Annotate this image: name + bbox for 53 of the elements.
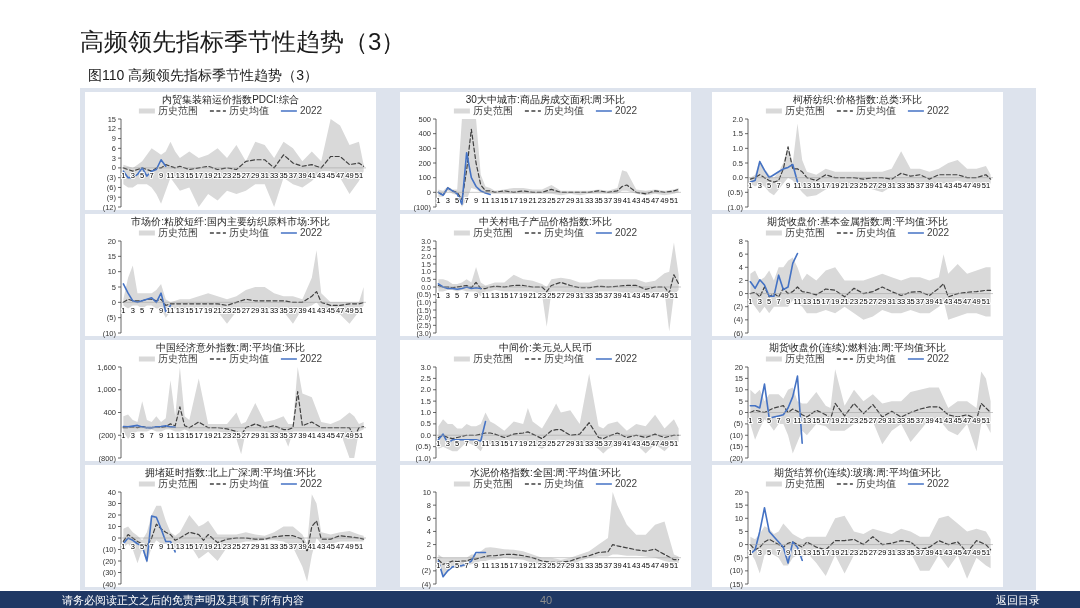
legend-label: 2022 <box>299 353 323 364</box>
legend-label: 2022 <box>926 353 950 364</box>
legend-label: 历史范围 <box>784 478 825 489</box>
legend-label: 2022 <box>614 478 638 489</box>
legend-label: 历史范围 <box>157 353 198 364</box>
legend-label: 2022 <box>299 478 323 489</box>
legend-label: 2022 <box>926 478 950 489</box>
chart-title: 期货结算价(连续):玻璃:周:平均值:环比 <box>773 466 942 478</box>
legend-label: 历史均值 <box>855 227 896 238</box>
legend-label: 2022 <box>614 227 638 238</box>
legend-label: 历史均值 <box>228 105 269 116</box>
chart-title: 拥堵延时指数:北上广深:周:平均值:环比 <box>144 466 317 478</box>
chart-title: 期货收盘价(连续):燃料油:周:平均值:环比 <box>768 341 947 353</box>
legend-label: 历史均值 <box>228 353 269 364</box>
legend-label: 历史范围 <box>472 105 513 116</box>
legend-label: 历史均值 <box>543 105 584 116</box>
chart-title: 内贸集装箱运价指数PDCI:综合 <box>162 93 299 105</box>
legend-label: 历史范围 <box>784 353 825 364</box>
legend-label: 历史均值 <box>543 353 584 364</box>
legend-label: 历史范围 <box>472 478 513 489</box>
legend-label: 历史范围 <box>784 105 825 116</box>
chart-title: 市场价:粘胶短纤:国内主要纺织原料市场:环比 <box>131 215 330 227</box>
text: 图110 高频领先指标季节性趋势（3） <box>88 67 318 83</box>
chart-title: 30大中城市:商品房成交面积:周:环比 <box>465 93 626 105</box>
legend-label: 历史范围 <box>157 478 198 489</box>
chart-title: 柯桥纺织:价格指数:总类:环比 <box>793 93 922 105</box>
legend-label: 历史均值 <box>543 227 584 238</box>
legend-label: 2022 <box>299 227 323 238</box>
chart-title: 水泥价格指数:全国:周:平均值:环比 <box>469 466 622 478</box>
legend-label: 2022 <box>614 353 638 364</box>
legend-label: 2022 <box>926 227 950 238</box>
legend-label: 历史范围 <box>472 227 513 238</box>
legend-label: 历史均值 <box>855 478 896 489</box>
legend-label: 历史均值 <box>228 478 269 489</box>
legend-label: 2022 <box>299 105 323 116</box>
chart-title: 中关村电子产品价格指数:环比 <box>479 215 612 227</box>
text: 请务必阅读正文之后的免责声明及其项下所有内容 <box>62 594 304 606</box>
legend-label: 历史均值 <box>228 227 269 238</box>
text: 40 <box>539 594 553 606</box>
chart-title: 中国经济意外指数:周:平均值:环比 <box>156 341 305 353</box>
legend-label: 2022 <box>614 105 638 116</box>
text: 高频领先指标季节性趋势（3） <box>80 28 406 55</box>
chart-title: 中间价:美元兑人民币 <box>499 341 592 353</box>
legend-label: 历史均值 <box>543 478 584 489</box>
legend-label: 历史均值 <box>855 353 896 364</box>
legend-label: 历史均值 <box>855 105 896 116</box>
legend-label: 2022 <box>926 105 950 116</box>
legend-label: 历史范围 <box>784 227 825 238</box>
legend-label: 历史范围 <box>157 227 198 238</box>
legend-label: 历史范围 <box>157 105 198 116</box>
chart-title: 期货收盘价:基本金属指数:周:平均值:环比 <box>766 215 949 227</box>
legend-label: 历史范围 <box>472 353 513 364</box>
text: 返回目录 <box>996 594 1040 606</box>
